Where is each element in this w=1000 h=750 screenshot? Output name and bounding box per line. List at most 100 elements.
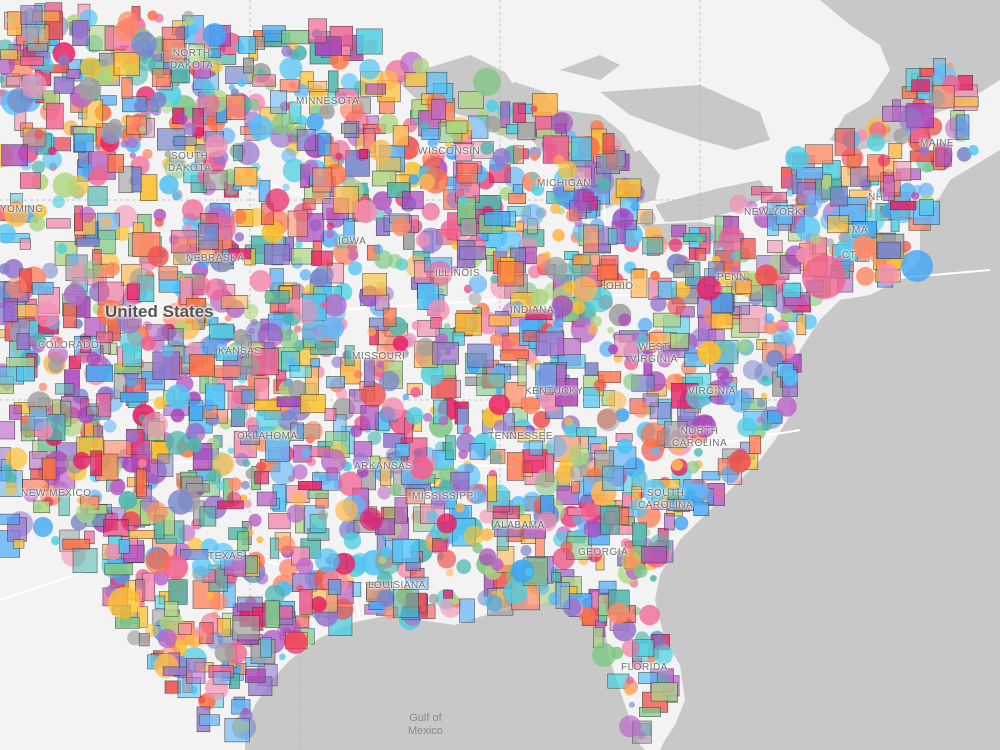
county-marker[interactable] [4,482,18,496]
county-region[interactable] [555,582,570,609]
county-marker[interactable] [238,355,261,378]
county-region[interactable] [103,519,129,537]
county-marker[interactable] [564,417,573,427]
county-marker[interactable] [667,296,686,315]
county-region[interactable] [487,474,497,503]
county-marker[interactable] [177,273,185,281]
county-marker[interactable] [286,504,306,523]
county-marker[interactable] [551,295,573,317]
county-marker[interactable] [440,219,460,239]
county-marker[interactable] [650,575,657,582]
county-region[interactable] [279,79,300,93]
county-marker[interactable] [154,217,164,227]
county-marker[interactable] [421,202,440,221]
county-region[interactable] [670,333,689,349]
county-region[interactable] [254,378,270,401]
county-marker[interactable] [271,112,295,135]
county-marker[interactable] [805,193,823,211]
county-marker[interactable] [763,320,778,335]
county-marker[interactable] [118,491,138,510]
county-marker[interactable] [211,611,218,618]
county-marker[interactable] [911,191,920,200]
county-region[interactable] [563,180,575,192]
county-region[interactable] [701,471,721,481]
county-marker[interactable] [737,417,757,437]
county-marker[interactable] [185,223,192,230]
county-marker[interactable] [283,377,293,387]
county-region[interactable] [710,312,734,330]
county-marker[interactable] [347,250,359,261]
county-marker[interactable] [587,547,603,563]
county-marker[interactable] [520,203,544,227]
county-marker[interactable] [161,344,175,358]
county-marker[interactable] [379,406,396,423]
county-region[interactable] [1,144,28,167]
county-marker[interactable] [239,494,248,502]
county-marker[interactable] [572,276,598,302]
county-marker[interactable] [137,459,147,468]
county-region[interactable] [657,280,677,299]
county-marker[interactable] [761,375,769,382]
county-marker[interactable] [437,549,457,569]
county-marker[interactable] [412,57,430,75]
county-marker[interactable] [422,149,441,169]
county-marker[interactable] [406,407,424,425]
county-region[interactable] [426,71,448,94]
county-marker[interactable] [109,479,125,496]
county-marker[interactable] [499,337,512,351]
county-marker[interactable] [31,160,45,174]
county-region[interactable] [402,191,424,210]
county-marker[interactable] [359,58,380,80]
county-marker[interactable] [410,387,422,398]
county-marker[interactable] [7,16,14,24]
county-marker[interactable] [968,145,979,156]
county-region[interactable] [42,457,57,481]
county-region[interactable] [237,531,249,552]
county-marker[interactable] [313,264,334,285]
county-marker[interactable] [607,602,630,624]
county-marker[interactable] [618,313,632,327]
county-marker[interactable] [3,464,13,475]
county-marker[interactable] [231,406,248,423]
county-marker[interactable] [53,481,69,497]
county-marker[interactable] [281,45,293,57]
county-marker[interactable] [619,715,642,738]
county-region[interactable] [120,391,149,403]
county-marker[interactable] [373,244,384,255]
county-marker[interactable] [624,686,634,696]
county-marker[interactable] [29,215,46,232]
county-marker[interactable] [913,184,922,194]
county-region[interactable] [326,376,345,389]
county-region[interactable] [3,298,18,323]
county-marker[interactable] [337,471,363,497]
county-marker[interactable] [27,409,49,431]
county-region[interactable] [760,191,787,204]
county-marker[interactable] [563,422,580,438]
county-region[interactable] [571,136,593,162]
county-marker[interactable] [58,54,70,66]
county-marker[interactable] [765,349,784,368]
county-marker[interactable] [288,380,307,399]
county-region[interactable] [500,101,511,129]
county-marker[interactable] [928,90,945,107]
county-region[interactable] [20,56,44,66]
county-region[interactable] [748,435,762,454]
county-marker[interactable] [552,229,565,242]
county-marker[interactable] [776,332,793,348]
county-region[interactable] [302,198,316,210]
county-region[interactable] [535,363,557,390]
county-region[interactable] [19,172,41,189]
county-marker[interactable] [21,72,47,99]
county-region[interactable] [767,240,783,254]
county-region[interactable] [911,79,930,92]
county-marker[interactable] [642,478,667,503]
county-region[interactable] [638,672,658,684]
county-marker[interactable] [255,461,267,472]
county-region[interactable] [33,500,51,514]
county-marker[interactable] [6,276,28,298]
county-region[interactable] [9,404,22,420]
county-region[interactable] [216,618,231,637]
county-region[interactable] [505,381,526,408]
county-marker[interactable] [294,325,302,333]
county-marker[interactable] [877,263,900,286]
